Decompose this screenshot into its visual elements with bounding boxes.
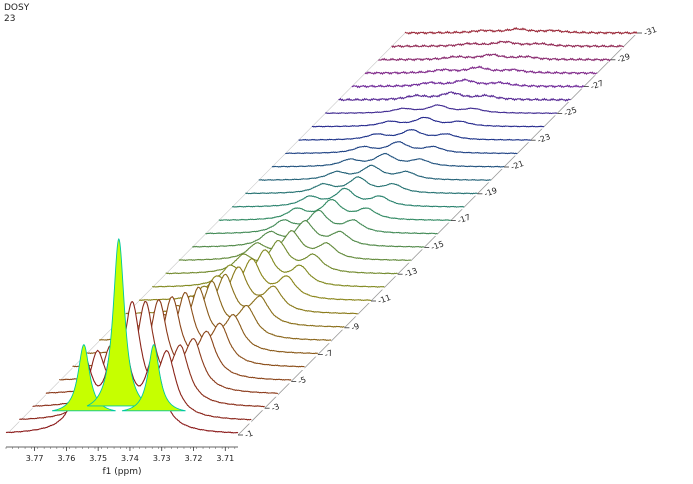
depth-tick-label: -5 bbox=[297, 375, 308, 386]
depth-tick-label: -25 bbox=[563, 105, 578, 118]
depth-tick-label: -17 bbox=[456, 213, 471, 226]
x-tick-label: 3.76 bbox=[57, 454, 75, 463]
trace-number-label: 23 bbox=[4, 14, 16, 24]
spectrum-trace bbox=[125, 266, 358, 315]
spectrum-trace bbox=[298, 128, 531, 141]
spectrum-trace bbox=[218, 198, 451, 222]
experiment-label: DOSY bbox=[4, 3, 30, 13]
trace-mask bbox=[99, 280, 332, 344]
depth-tick-label: -15 bbox=[430, 239, 445, 252]
deconvolved-peak bbox=[51, 344, 116, 412]
depth-tick-label: -27 bbox=[589, 79, 604, 92]
x-tick-label: 3.74 bbox=[121, 454, 139, 463]
spectrum-trace bbox=[245, 176, 478, 195]
spectrum-trace bbox=[232, 187, 465, 208]
spectrum-info: DOSY 23 bbox=[4, 3, 29, 25]
spectrum-trace bbox=[378, 53, 611, 62]
depth-tick-label: -1 bbox=[244, 429, 255, 440]
trace-mask bbox=[139, 258, 371, 303]
trace-mask bbox=[391, 41, 624, 49]
spectrum-trace bbox=[165, 239, 398, 275]
x-tick-label: 3.71 bbox=[216, 454, 234, 463]
trace-mask bbox=[365, 66, 598, 76]
x-tick-label: 3.75 bbox=[89, 454, 107, 463]
depth-tick-label: -29 bbox=[616, 52, 631, 65]
trace-mask bbox=[125, 266, 358, 317]
x-axis-title: f1 (ppm) bbox=[103, 467, 142, 477]
depth-tick-label: -23 bbox=[536, 132, 551, 145]
trace-mask bbox=[152, 249, 385, 290]
trace-mask bbox=[298, 129, 531, 143]
trace-mask bbox=[72, 292, 305, 370]
trace-mask bbox=[112, 274, 345, 330]
spectrum-trace bbox=[178, 229, 412, 262]
x-tick-label: 3.77 bbox=[26, 454, 44, 463]
x-axis: 3.77 3.76 3.75 3.74 3.73 3.72 3.71 f1 (ppm) bbox=[5, 446, 238, 477]
spectrum-trace bbox=[271, 152, 505, 168]
depth-axis: -1 -3 -5 -7 -9 -11 -13 -15 -17 -19 -21 -23 -25 -27 -29… bbox=[238, 25, 658, 440]
spectrum-trace bbox=[324, 104, 558, 115]
spectrum-trace bbox=[404, 26, 638, 35]
spectrum-trace bbox=[152, 249, 385, 288]
trace-mask bbox=[232, 188, 465, 210]
x-tick-label: 3.72 bbox=[185, 454, 203, 463]
depth-tick-label: -3 bbox=[270, 402, 281, 413]
depth-tick-label: -7 bbox=[323, 348, 334, 359]
trace-mask bbox=[32, 301, 265, 411]
spectra-traces bbox=[5, 26, 638, 437]
depth-tick-label: -19 bbox=[483, 186, 498, 199]
spectrum-trace bbox=[138, 258, 372, 302]
trace-mask bbox=[178, 230, 411, 263]
trace-mask bbox=[59, 296, 292, 384]
spectrum-trace bbox=[19, 301, 252, 421]
spectrum-trace bbox=[285, 141, 518, 155]
spectrum-trace bbox=[205, 209, 438, 235]
deconvolved-peak bbox=[121, 344, 186, 412]
trace-mask bbox=[205, 210, 438, 236]
spectrum-trace bbox=[192, 219, 425, 248]
trace-mask bbox=[192, 220, 425, 250]
trace-mask bbox=[325, 104, 558, 116]
deconvolved-peak bbox=[86, 238, 151, 407]
spectrum-trace bbox=[364, 65, 598, 76]
spectrum-trace bbox=[351, 78, 585, 89]
trace-mask bbox=[45, 299, 278, 397]
spectrum-trace bbox=[391, 40, 624, 49]
depth-tick-label: -21 bbox=[510, 159, 525, 172]
depth-tick-label: -31 bbox=[643, 25, 658, 38]
front-trace-fill bbox=[51, 238, 186, 412]
trace-mask bbox=[85, 287, 318, 357]
depth-tick-label: -13 bbox=[403, 266, 418, 279]
trace-mask bbox=[19, 301, 252, 424]
trace-mask bbox=[165, 240, 398, 277]
depth-tick-label: -9 bbox=[350, 321, 361, 332]
spectrum-trace bbox=[311, 116, 545, 128]
depth-tick-label: -11 bbox=[377, 293, 392, 306]
x-axis-ticks: 3.77 3.76 3.75 3.74 3.73 3.72 3.71 bbox=[5, 447, 236, 463]
x-tick-label: 3.73 bbox=[153, 454, 171, 463]
spectrum-trace bbox=[338, 91, 571, 102]
spectrum-trace bbox=[258, 164, 491, 181]
